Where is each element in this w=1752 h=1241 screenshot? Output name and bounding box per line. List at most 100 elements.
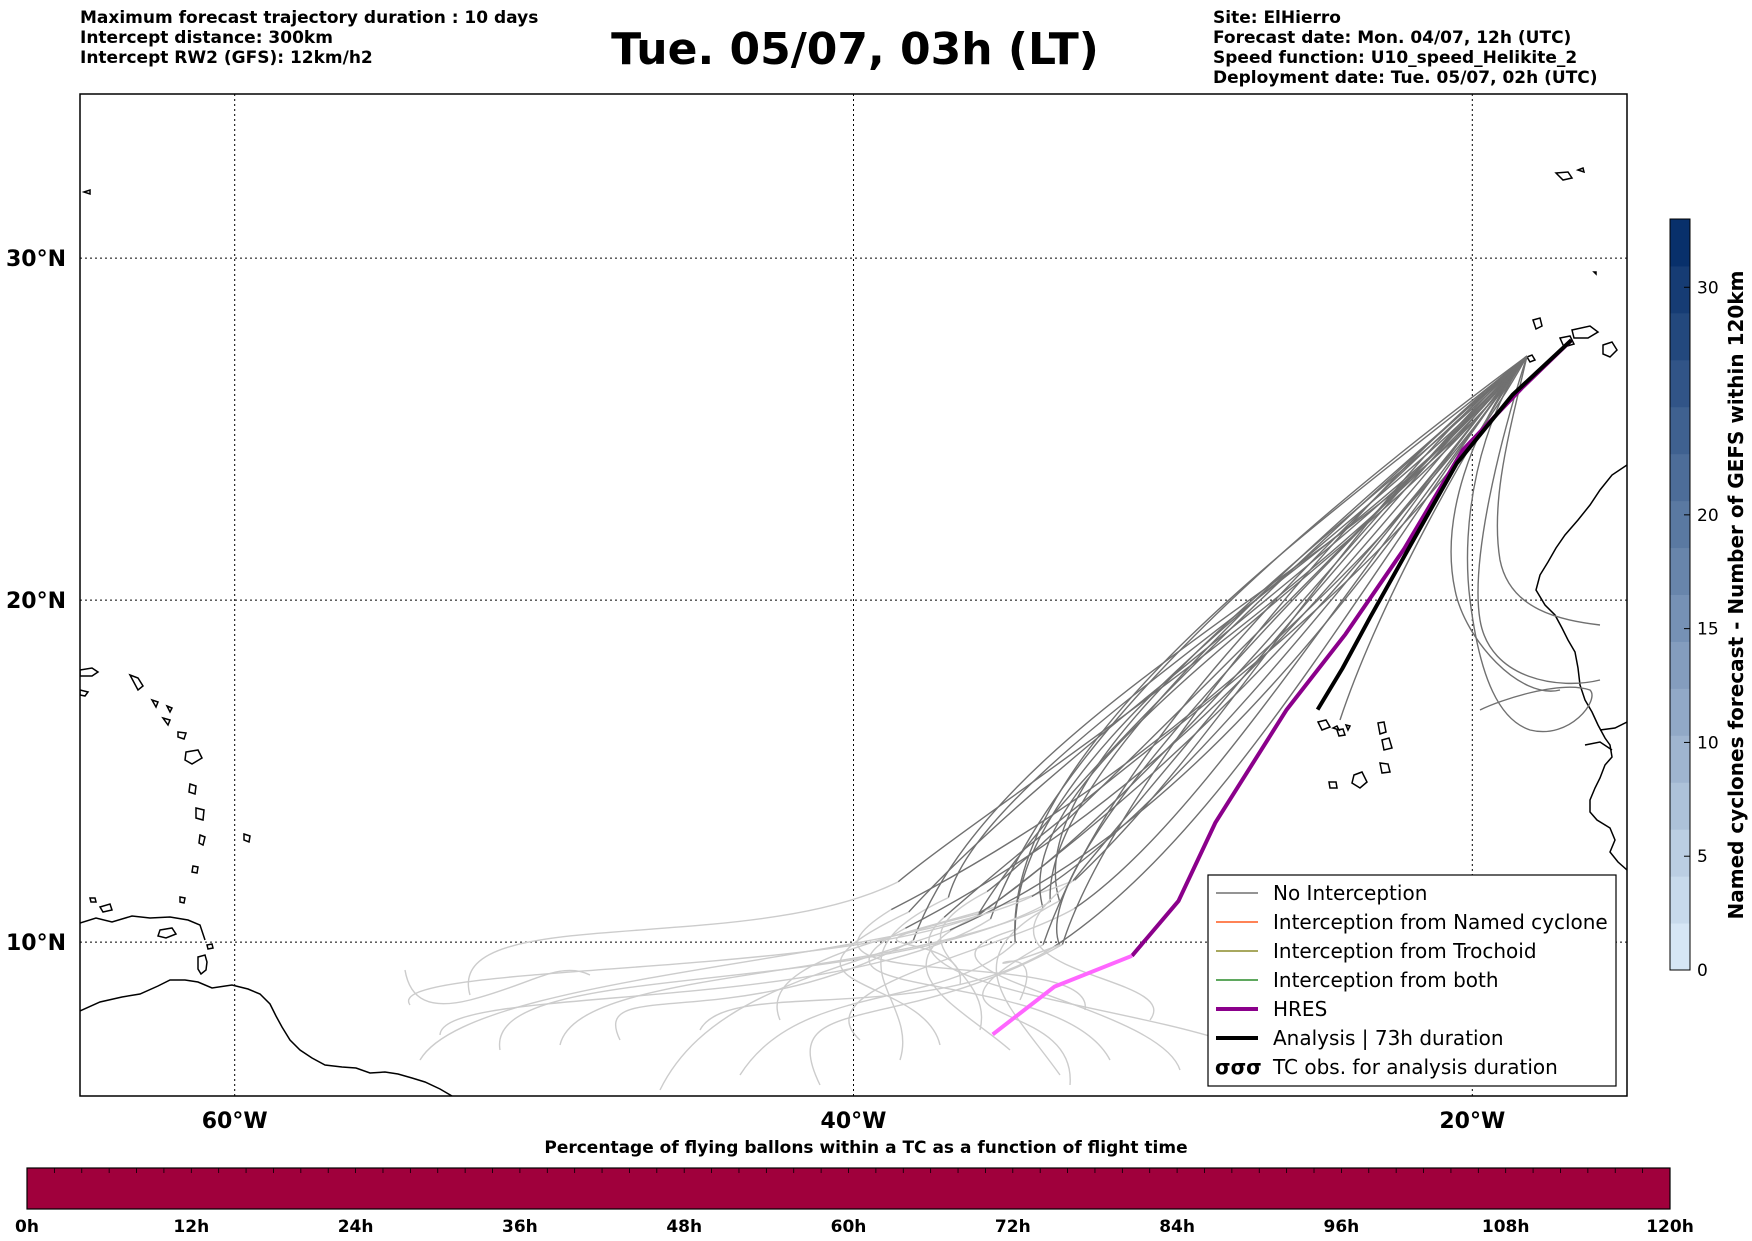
legend-label: HRES bbox=[1273, 997, 1327, 1021]
colorbar-step bbox=[1670, 641, 1690, 689]
colorbar-step bbox=[1670, 594, 1690, 642]
trajectory-tail bbox=[1002, 944, 1060, 1001]
trajectory-tail bbox=[995, 900, 1061, 1076]
coastline-bermuda bbox=[81, 188, 91, 196]
trajectory-no-interception bbox=[1339, 355, 1528, 721]
trajectory-no-interception bbox=[1042, 355, 1528, 945]
tc-percentage-bar: Percentage of flying ballons within a TC… bbox=[15, 1138, 1694, 1237]
coastline-virgin-islands bbox=[80, 689, 90, 697]
legend: No Interception Interception from Named c… bbox=[1207, 874, 1617, 1087]
trajectory-no-interception bbox=[912, 355, 1528, 941]
colorbar-title: Named cyclones forecast - Number of GEFS… bbox=[1724, 271, 1748, 920]
latitude-labels: 30°N 20°N 10°N bbox=[6, 247, 66, 956]
colorbar-step bbox=[1670, 829, 1690, 877]
coastline-senegal-gambia bbox=[1584, 721, 1627, 751]
colorbar-step bbox=[1670, 688, 1690, 736]
trajectory-no-interception bbox=[986, 355, 1528, 893]
longitude-label: 40°W bbox=[821, 1109, 887, 1134]
trajectory-no-interception bbox=[890, 355, 1528, 911]
tc-bar-tick-label: 60h bbox=[831, 1217, 867, 1237]
trajectory-tail bbox=[868, 927, 1111, 1061]
trajectory-tail bbox=[848, 907, 1075, 1041]
colorbar-step bbox=[1670, 500, 1690, 549]
coastline-margarita bbox=[157, 927, 178, 939]
trajectory-no-interception bbox=[897, 355, 1528, 883]
tc-bar-fill bbox=[26, 1167, 1671, 1210]
tc-bar-tick-label: 12h bbox=[173, 1217, 209, 1237]
legend-item: No Interception bbox=[1216, 881, 1427, 905]
highlighted-trajectories bbox=[991, 338, 1573, 1036]
coastline-martinique bbox=[195, 807, 205, 821]
trajectory-no-interception bbox=[1074, 355, 1528, 910]
tc-bar-tick-label: 36h bbox=[502, 1217, 538, 1237]
trajectory-tail bbox=[614, 939, 914, 1041]
legend-label: TC obs. for analysis duration bbox=[1272, 1055, 1558, 1079]
header-max-duration: Maximum forecast trajectory duration : 1… bbox=[80, 8, 539, 28]
coastline-tobago bbox=[206, 943, 214, 950]
colorbar: 0 5 10 15 20 30 Named cyclones forecast - Num… bbox=[1669, 218, 1748, 981]
tc-bar-tick-label: 0h bbox=[15, 1217, 39, 1237]
coastline-dominica bbox=[188, 782, 197, 796]
latitude-label: 20°N bbox=[6, 589, 66, 614]
coastline-canary-islands bbox=[1525, 317, 1618, 363]
coastline-antigua bbox=[177, 731, 188, 740]
legend-item: Analysis | 73h duration bbox=[1216, 1026, 1504, 1050]
trajectory-tail bbox=[939, 890, 988, 1031]
trajectory-tail bbox=[559, 907, 1044, 1046]
coastline-guadeloupe bbox=[184, 749, 203, 765]
coastline-venezuela-north bbox=[80, 915, 206, 941]
trajectory-tail bbox=[856, 908, 1086, 1011]
header-left: Maximum forecast trajectory duration : 1… bbox=[80, 8, 538, 68]
longitude-labels: 60°W 40°W 20°W bbox=[202, 1109, 1505, 1134]
header-site: Site: ElHierro bbox=[1213, 8, 1341, 28]
colorbar-step bbox=[1670, 406, 1690, 455]
legend-label: Interception from Trochoid bbox=[1273, 939, 1537, 963]
trajectory-tail bbox=[404, 969, 591, 1005]
trajectory-no-interception bbox=[977, 355, 1528, 916]
legend-label: Interception from both bbox=[1273, 968, 1499, 992]
map-frame bbox=[79, 93, 1628, 1097]
trajectory-tail bbox=[1032, 880, 1155, 1021]
coastline-leeward bbox=[128, 673, 174, 727]
coastline-st-vincent bbox=[191, 865, 199, 874]
header-speed-function: Speed function: U10_speed_Helikite_2 bbox=[1213, 48, 1578, 68]
trajectory-tail bbox=[974, 928, 1181, 1071]
longitude-label: 20°W bbox=[1439, 1109, 1505, 1134]
coastline-grenada bbox=[179, 896, 186, 904]
colorbar-step bbox=[1670, 876, 1690, 924]
trajectory-tail bbox=[895, 912, 979, 986]
coastline-cape-verde bbox=[1316, 719, 1393, 789]
trajectory-tail bbox=[925, 914, 1011, 1051]
trajectory-no-interception bbox=[1039, 355, 1528, 909]
legend-label: No Interception bbox=[1273, 881, 1427, 905]
header-deployment-date: Deployment date: Tue. 05/07, 02h (UTC) bbox=[1213, 68, 1598, 88]
legend-box bbox=[1207, 874, 1617, 1087]
legend-item: σσσ TC obs. for analysis duration bbox=[1215, 1055, 1558, 1079]
colorbar-tick-label: 15 bbox=[1697, 620, 1719, 640]
tc-bar-tick-label: 48h bbox=[666, 1217, 702, 1237]
longitude-label: 60°W bbox=[202, 1109, 268, 1134]
coastline-aruba bbox=[89, 897, 97, 903]
header-forecast-date: Forecast date: Mon. 04/07, 12h (UTC) bbox=[1213, 28, 1572, 48]
trajectory-tail bbox=[467, 881, 899, 996]
trajectory-tail bbox=[439, 918, 991, 1036]
header-right: Site: ElHierro Forecast date: Mon. 04/07… bbox=[1213, 8, 1598, 88]
colorbar-step bbox=[1670, 265, 1690, 314]
coastline-selvagens bbox=[1592, 271, 1597, 276]
trajectory-tail bbox=[809, 943, 1063, 1086]
map-title: Tue. 05/07, 03h (LT) bbox=[611, 24, 1099, 75]
trajectory-tail bbox=[839, 911, 941, 1046]
colorbar-step bbox=[1670, 453, 1690, 502]
trajectory-tail bbox=[880, 896, 949, 1061]
trajectory-tail bbox=[739, 942, 1016, 1076]
trajectory-tail bbox=[419, 895, 1033, 1061]
coastline-south-america bbox=[80, 979, 453, 1096]
trajectory-no-interception bbox=[1466, 355, 1593, 733]
legend-item: HRES bbox=[1216, 997, 1327, 1021]
tc-bar-title: Percentage of flying ballons within a TC… bbox=[544, 1138, 1187, 1158]
trajectory-no-interception bbox=[1477, 355, 1601, 685]
colorbar-tick-label: 20 bbox=[1697, 506, 1719, 526]
colorbar-step bbox=[1670, 312, 1690, 361]
colorbar-step bbox=[1670, 782, 1690, 830]
